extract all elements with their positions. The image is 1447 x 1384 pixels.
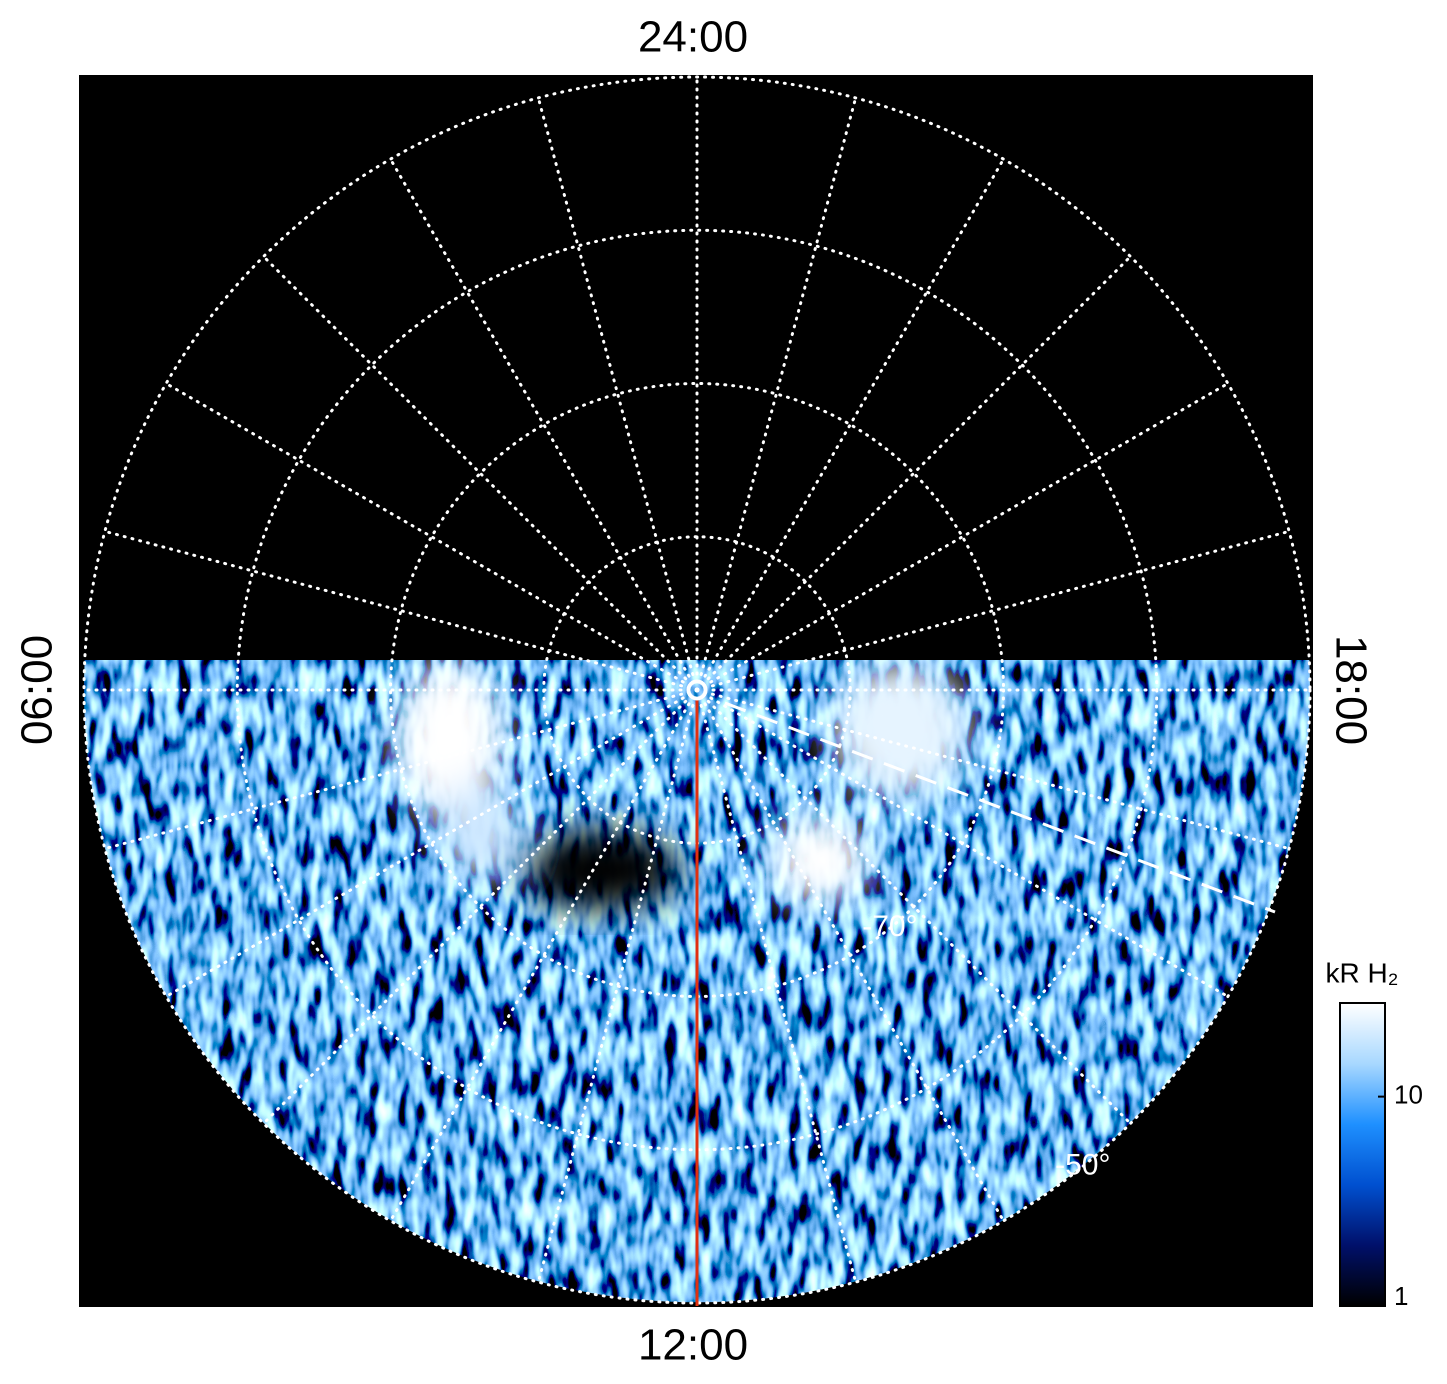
dashed-line <box>724 701 1276 914</box>
lt-meridian <box>695 255 1132 692</box>
colorbar <box>1339 1002 1386 1307</box>
pole-marker <box>686 679 708 701</box>
lt-meridian <box>695 688 1291 851</box>
lt-meridian <box>695 96 858 692</box>
lat-label: -70° <box>862 910 917 943</box>
colorbar-tick-label: 10 <box>1394 1079 1423 1109</box>
lt-meridian <box>695 382 1230 692</box>
lat-label: -50° <box>1055 1148 1110 1181</box>
lt-meridian <box>536 688 699 1284</box>
lt-meridian <box>164 382 699 692</box>
lt-meridian <box>536 96 699 692</box>
lt-meridian <box>695 688 858 1284</box>
lt-meridian <box>695 529 1291 692</box>
lt-meridian <box>695 688 1230 998</box>
lt-label: 06:00 <box>13 635 62 745</box>
colorbar-tick-label: 1 <box>1394 1281 1408 1311</box>
lt-meridian <box>262 255 699 692</box>
lt-label: 24:00 <box>638 13 748 62</box>
lt-meridian <box>695 157 1005 692</box>
lt-meridian <box>389 688 699 1223</box>
lt-meridian <box>103 688 699 851</box>
lt-meridian <box>389 157 699 692</box>
lt-label: 18:00 <box>1326 635 1375 745</box>
lt-meridian <box>695 688 1005 1223</box>
lt-meridian <box>262 688 699 1125</box>
emission-bright <box>395 660 970 910</box>
lt-meridian <box>103 529 699 692</box>
colorbar-label: kR H₂ <box>1325 957 1398 988</box>
lt-label: 12:00 <box>638 1321 748 1370</box>
lt-meridian <box>695 688 1132 1125</box>
lat-circle <box>82 75 1312 1305</box>
lt-meridian <box>164 688 699 998</box>
